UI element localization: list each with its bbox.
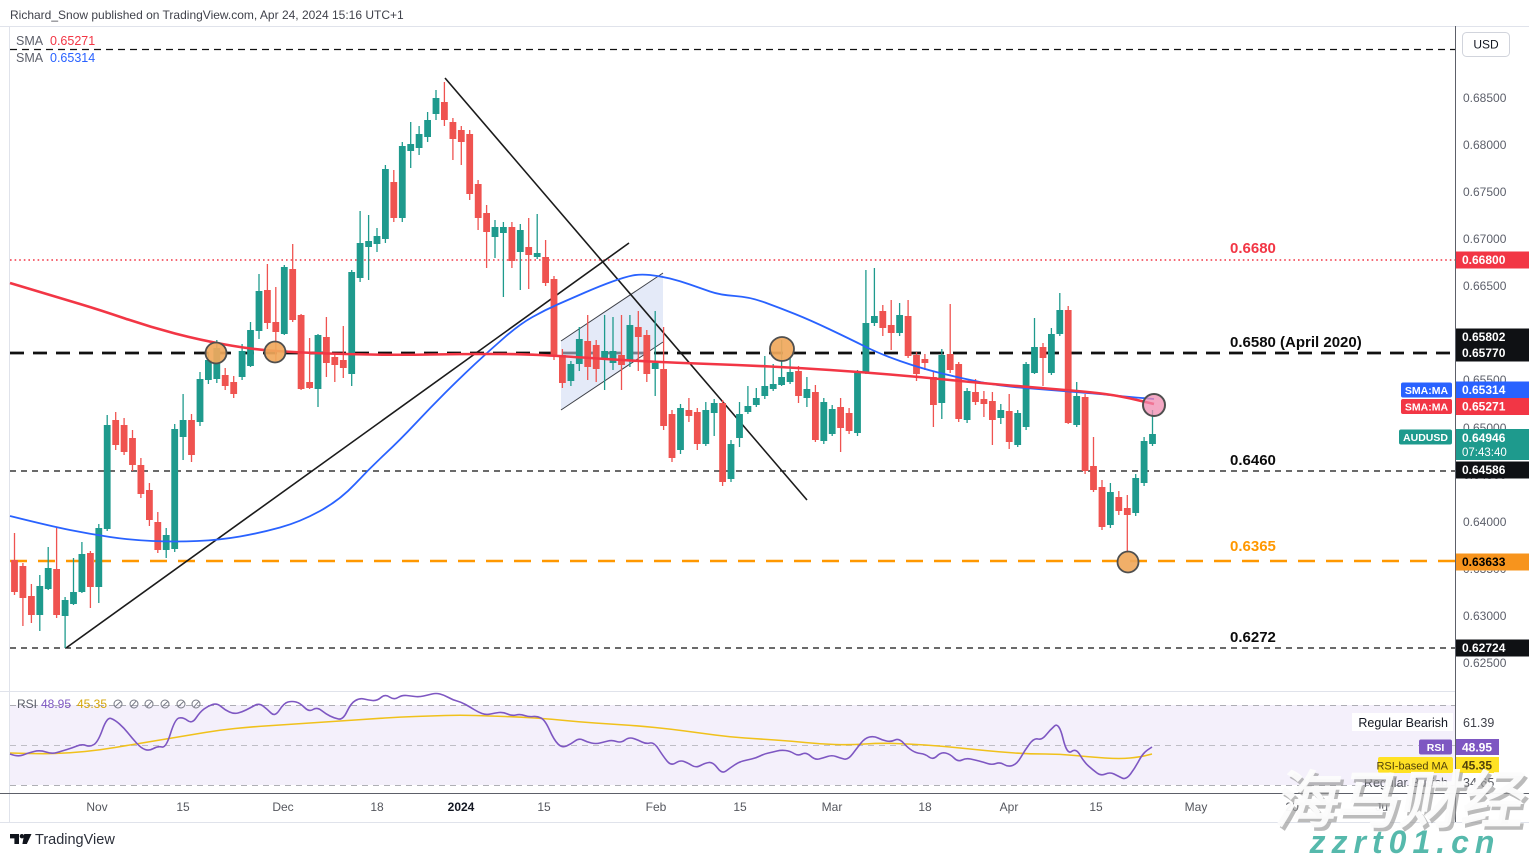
- svg-text:0.66500: 0.66500: [1463, 279, 1507, 293]
- svg-text:15: 15: [537, 800, 551, 814]
- svg-text:0.66800: 0.66800: [1462, 253, 1506, 267]
- svg-text:0.6580 (April 2020): 0.6580 (April 2020): [1230, 334, 1362, 351]
- svg-text:0.63633: 0.63633: [1462, 555, 1506, 569]
- svg-text:0.64946: 0.64946: [1462, 431, 1506, 445]
- svg-text:34.65: 34.65: [1463, 776, 1494, 790]
- svg-text:0.65314: 0.65314: [50, 51, 95, 65]
- svg-text:RSI: RSI: [1427, 742, 1445, 754]
- svg-text:2024: 2024: [448, 800, 475, 814]
- svg-text:0.63000: 0.63000: [1463, 609, 1507, 623]
- svg-text:zzrt01.cn: zzrt01.cn: [1309, 824, 1501, 857]
- svg-text:0.64586: 0.64586: [1462, 463, 1506, 477]
- svg-text:0.68000: 0.68000: [1463, 138, 1507, 152]
- svg-text:0.6272: 0.6272: [1230, 629, 1276, 646]
- svg-text:RSI: RSI: [17, 697, 37, 711]
- svg-text:Apr: Apr: [1000, 800, 1019, 814]
- svg-text:18: 18: [370, 800, 384, 814]
- svg-text:海马财经: 海马财经: [1272, 766, 1529, 835]
- svg-text:SMA: SMA: [16, 51, 44, 65]
- svg-text:0.65271: 0.65271: [50, 34, 95, 48]
- svg-text:0.65271: 0.65271: [1462, 400, 1506, 414]
- svg-text:45.35: 45.35: [77, 697, 107, 711]
- svg-text:Regular Bearish: Regular Bearish: [1358, 716, 1448, 730]
- svg-text:0.62500: 0.62500: [1463, 656, 1507, 670]
- svg-text:18: 18: [918, 800, 932, 814]
- svg-text:20: 20: [1285, 800, 1299, 814]
- svg-text:Richard_Snow published on Trad: Richard_Snow published on TradingView.co…: [10, 8, 404, 22]
- svg-text:07:43:40: 07:43:40: [1462, 447, 1507, 459]
- svg-text:Nov: Nov: [86, 800, 107, 814]
- svg-text:15: 15: [1089, 800, 1103, 814]
- svg-text:TradingView: TradingView: [35, 832, 115, 848]
- svg-text:SMA:MA: SMA:MA: [1405, 401, 1449, 413]
- svg-text:0.68500: 0.68500: [1463, 91, 1507, 105]
- svg-text:0.67000: 0.67000: [1463, 232, 1507, 246]
- svg-text:0.6365: 0.6365: [1230, 538, 1276, 555]
- svg-text:Feb: Feb: [646, 800, 667, 814]
- svg-text:SMA: SMA: [16, 34, 44, 48]
- svg-text:0.67500: 0.67500: [1463, 185, 1507, 199]
- svg-text:Mar: Mar: [822, 800, 843, 814]
- svg-text:48.95: 48.95: [1462, 741, 1492, 755]
- svg-text:May: May: [1185, 800, 1208, 814]
- svg-text:15: 15: [176, 800, 190, 814]
- svg-text:Regular Bullish: Regular Bullish: [1364, 776, 1448, 790]
- svg-text:0.6680: 0.6680: [1230, 240, 1276, 257]
- svg-text:SMA:MA: SMA:MA: [1405, 385, 1449, 397]
- svg-text:45.35: 45.35: [1462, 759, 1492, 773]
- svg-text:RSI-based MA: RSI-based MA: [1376, 761, 1448, 773]
- svg-text:0.6460: 0.6460: [1230, 452, 1276, 469]
- svg-text:48.95: 48.95: [41, 697, 71, 711]
- svg-text:AUDUSD: AUDUSD: [1403, 432, 1448, 444]
- svg-text:0.62724: 0.62724: [1462, 641, 1506, 655]
- svg-text:USD: USD: [1473, 38, 1499, 52]
- svg-text:0.65770: 0.65770: [1462, 346, 1506, 360]
- svg-text:0.65802: 0.65802: [1462, 330, 1506, 344]
- svg-text:0.65314: 0.65314: [1462, 383, 1506, 397]
- svg-text:0.64000: 0.64000: [1463, 515, 1507, 529]
- svg-text:15: 15: [733, 800, 747, 814]
- svg-text:海马财经: 海马财经: [1274, 770, 1529, 839]
- svg-text:Jun: Jun: [1375, 800, 1394, 814]
- svg-text:Dec: Dec: [272, 800, 293, 814]
- svg-text:61.39: 61.39: [1463, 716, 1494, 730]
